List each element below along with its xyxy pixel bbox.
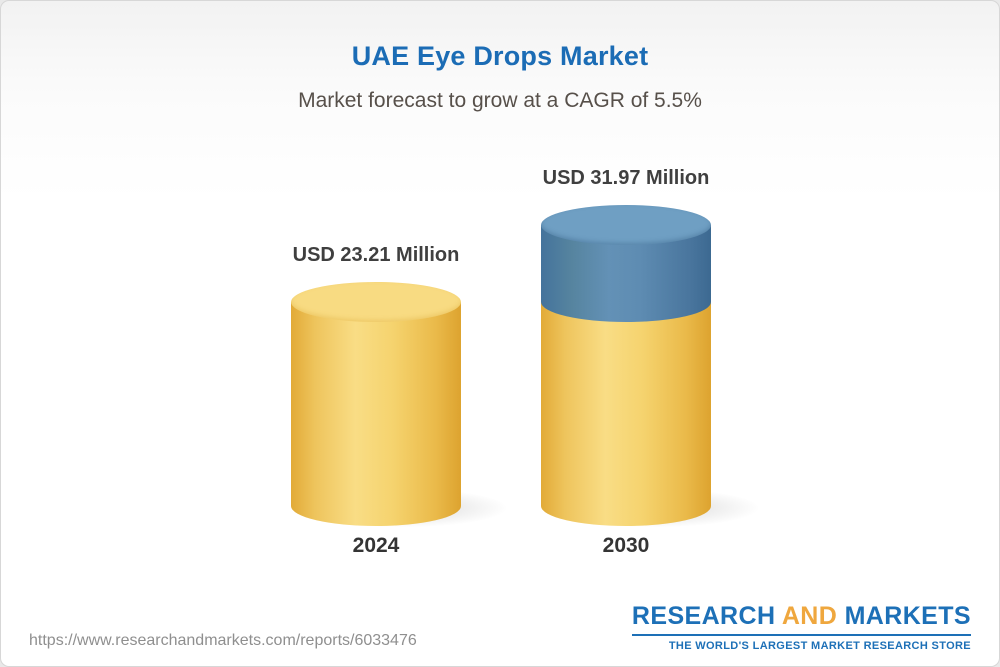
category-label-2030: 2030 <box>602 534 650 557</box>
logo-word-markets: MARKETS <box>844 602 971 630</box>
value-label-2024: USD 23.21 Million <box>292 243 460 266</box>
logo-word-and: AND <box>781 602 838 630</box>
cylinder-2024-top-ellipse <box>291 281 461 322</box>
cylinder-2024-body <box>291 301 461 526</box>
logo-wordmark: RESEARCH AND MARKETS <box>632 602 971 631</box>
cylinder-2030 <box>541 204 711 526</box>
cylinder-2024 <box>291 281 461 526</box>
research-and-markets-logo: RESEARCH AND MARKETS THE WORLD'S LARGEST… <box>631 602 971 652</box>
category-label-2024: 2024 <box>352 534 400 557</box>
cylinder-2030-segment-base <box>541 301 711 526</box>
cylinder-2030-top-ellipse <box>541 204 711 245</box>
value-label-2030: USD 31.97 Million <box>542 166 710 189</box>
logo-divider-line <box>631 634 971 636</box>
logo-word-research: RESEARCH <box>631 602 776 630</box>
chart-subtitle: Market forecast to grow at a CAGR of 5.5… <box>298 89 702 112</box>
logo-tagline: THE WORLD'S LARGEST MARKET RESEARCH STOR… <box>668 640 971 652</box>
chart-title: UAE Eye Drops Market <box>351 41 649 71</box>
source-url: https://www.researchandmarkets.com/repor… <box>29 632 417 649</box>
